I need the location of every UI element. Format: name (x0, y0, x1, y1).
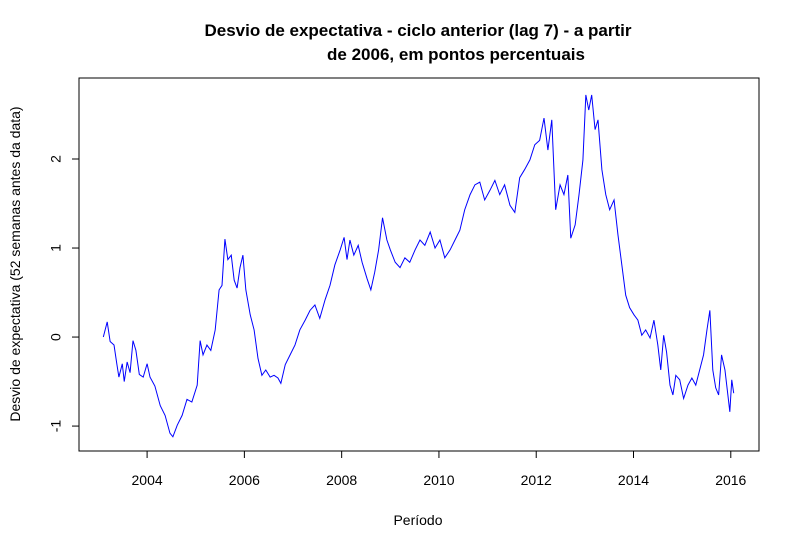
x-tick-label: 2006 (229, 472, 260, 488)
x-tick-label: 2004 (132, 472, 163, 488)
y-tick-label: 2 (48, 155, 64, 163)
x-tick-label: 2016 (715, 472, 746, 488)
y-axis-label: Desvio de expectativa (52 semanas antes … (7, 106, 23, 421)
x-tick-label: 2012 (521, 472, 552, 488)
x-tick-label: 2014 (618, 472, 649, 488)
x-tick-label: 2010 (423, 472, 454, 488)
plot-frame (78, 77, 760, 452)
y-tick-label: 1 (48, 244, 64, 252)
chart-title: Desvio de expectativa - ciclo anterior (… (204, 21, 631, 40)
data-line (102, 94, 735, 438)
y-tick-label: 0 (48, 333, 64, 341)
y-tick-label: -1 (48, 420, 64, 433)
x-axis-label: Período (393, 512, 442, 528)
chart-title: de 2006, em pontos percentuais (327, 45, 585, 64)
x-tick-label: 2008 (326, 472, 357, 488)
